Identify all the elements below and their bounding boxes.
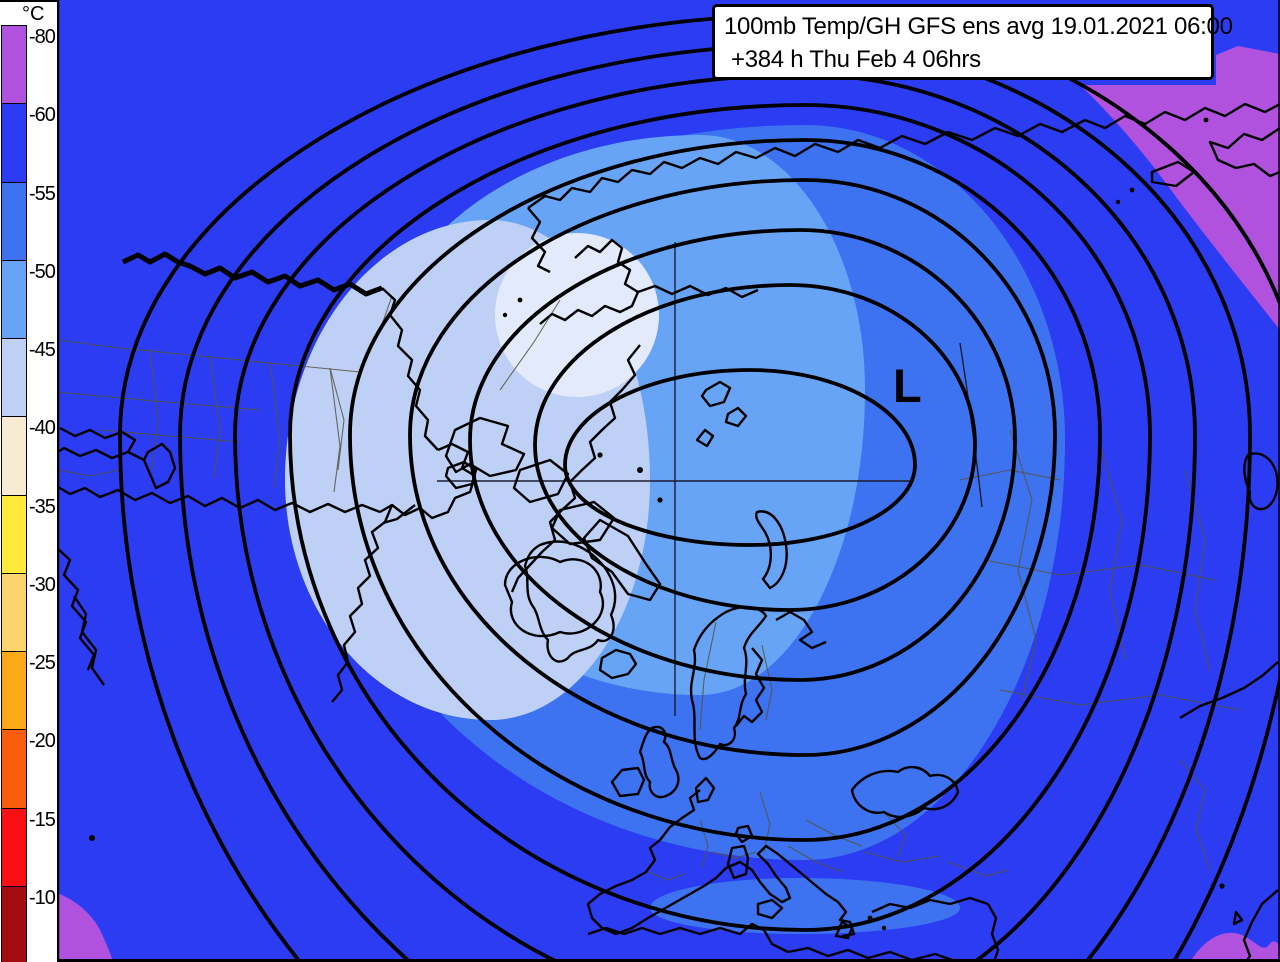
- title-box: 100mb Temp/GH GFS ens avg 19.01.2021 06:…: [712, 4, 1233, 80]
- polar-weather-map: [57, 0, 1280, 962]
- colorbar-tick-label: -45: [29, 339, 56, 361]
- purple-patch-bottom-right: [1190, 932, 1280, 962]
- colorbar-tick-label: -35: [29, 495, 56, 518]
- colorbar-tick-label: -55: [29, 182, 56, 205]
- colorbar-tick-label: -60: [29, 104, 56, 127]
- temperature-bands: [285, 125, 1065, 934]
- contour-ring: [233, 73, 1197, 962]
- colorbar-tick-label: -80: [29, 26, 56, 48]
- temperature-colorbar: °C -80 -60 -55 -50 -45 -40 -35 -30 -25 -20 -15 -10: [0, 0, 57, 962]
- colorbar-segment--55: [1, 181, 27, 261]
- map-title-line1: 100mb Temp/GH GFS ens avg 19.01.2021 06:…: [724, 13, 1233, 40]
- colorbar-segment--80: [1, 25, 27, 105]
- contour-ring: [533, 283, 977, 612]
- colorbar-tick-label: -25: [29, 652, 56, 674]
- contour-ring: [563, 368, 917, 547]
- colorbar-tick-label: -20: [29, 730, 56, 753]
- colorbar-tick-label: -15: [29, 808, 56, 831]
- colorbar-tick-label: -10: [29, 886, 56, 909]
- colorbar-segment--20: [1, 729, 27, 809]
- colorbar-tick-label: -50: [29, 260, 56, 283]
- purple-patch-bottom-left: [57, 893, 113, 962]
- colorbar-segment--15: [1, 807, 27, 887]
- colorbar-tick-label: -40: [29, 417, 56, 440]
- map-title-line2: +384 h Thu Feb 4 06hrs: [731, 46, 981, 73]
- colorbar-segment--35: [1, 494, 27, 574]
- colorbar-segment--50: [1, 259, 27, 339]
- map-area: L: [57, 0, 1280, 962]
- colorbar-segment--30: [1, 572, 27, 652]
- contour-ring: [288, 103, 1152, 932]
- temp-band-medium: [650, 878, 960, 934]
- colorbar-unit-label: °C: [22, 3, 45, 25]
- contour-ring: [348, 138, 1102, 842]
- island-dots: [89, 117, 1225, 931]
- colorbar-segment--40: [1, 416, 27, 496]
- colorbar-tick-label: -30: [29, 573, 56, 596]
- contour-ring: [468, 228, 1017, 682]
- colorbar-segment--45: [1, 338, 27, 418]
- map-frame: [57, 0, 1280, 962]
- contour-ring: [408, 178, 1057, 757]
- colorbar-segment--25: [1, 651, 27, 731]
- colorbar-segment--10: [1, 885, 27, 962]
- temp-band-palest: [495, 233, 659, 397]
- low-pressure-marker: L: [893, 359, 922, 412]
- colorbar-segment--60: [1, 103, 27, 183]
- country-borders: [57, 295, 1241, 881]
